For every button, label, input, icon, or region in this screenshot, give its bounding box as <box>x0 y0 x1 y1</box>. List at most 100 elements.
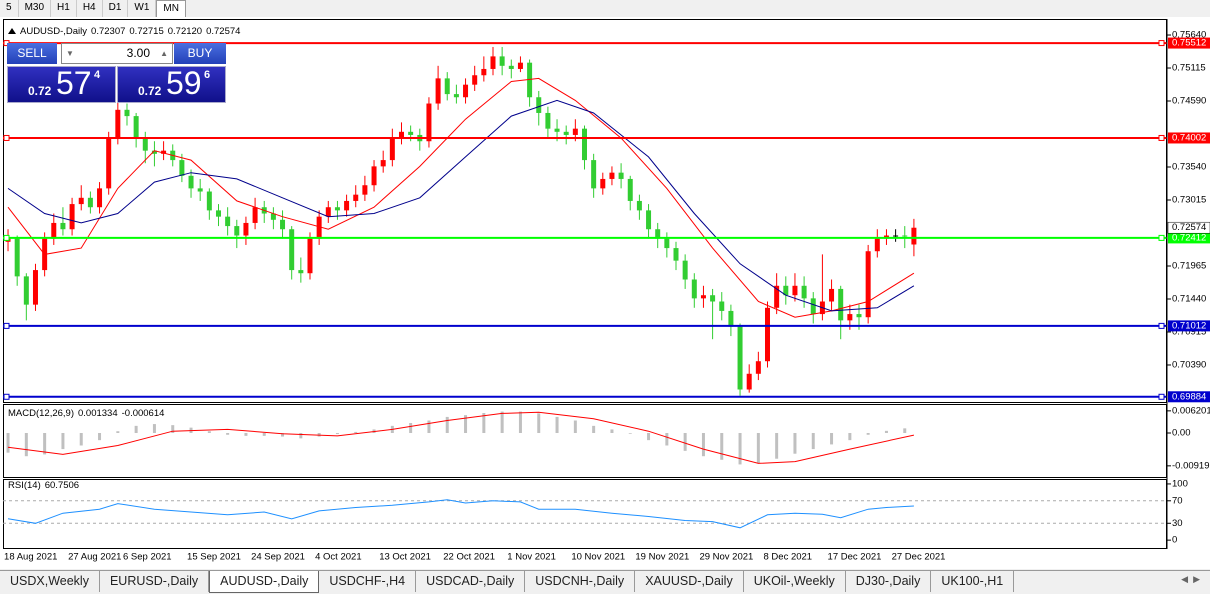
buy-button[interactable]: BUY <box>174 43 226 64</box>
chart-tabs: USDX,Weekly EURUSD-,Daily AUDUSD-,Daily USD… <box>0 570 1210 594</box>
macd-bar <box>445 416 449 433</box>
macd-bar <box>775 433 779 459</box>
chart-tab[interactable]: USDCAD-,Daily <box>416 571 526 592</box>
candle-body <box>188 175 194 189</box>
candle-body <box>97 188 103 208</box>
candle-body <box>646 210 652 230</box>
low-label: 0.72120 <box>168 26 202 37</box>
sell-button[interactable]: SELL <box>7 43 57 64</box>
candle-body <box>774 285 780 308</box>
chart-window: AUDUSD-,Daily 0.72307 0.72715 0.72120 0.7257… <box>0 17 1210 569</box>
bid-price[interactable]: 0.72 57 4 <box>7 65 116 103</box>
chart-tab[interactable]: UKOil-,Weekly <box>744 571 846 592</box>
candle-body <box>664 238 670 249</box>
timeframe-button[interactable]: H4 <box>77 0 103 17</box>
lots-field[interactable]: ▼ 3.00 ▲ <box>61 43 173 64</box>
high-label: 0.72715 <box>129 26 163 37</box>
macd-bar <box>500 411 504 433</box>
current-price: 0.72574 <box>1172 222 1206 233</box>
x-tick-label: 27 Aug 2021 <box>68 552 121 563</box>
lots-down[interactable]: ▼ <box>66 49 74 58</box>
x-tick-label: 24 Sep 2021 <box>251 552 305 563</box>
chart-tab[interactable]: XAUUSD-,Daily <box>635 571 744 592</box>
macd-bar <box>24 433 28 457</box>
candle-body <box>810 298 816 315</box>
timeframe-button[interactable]: 5 <box>0 0 19 17</box>
ask-big: 59 <box>166 65 202 101</box>
y-tick-label: 0.70915 <box>1172 327 1206 338</box>
level-handle <box>3 393 10 400</box>
lots-up[interactable]: ▲ <box>160 49 168 58</box>
candle-body <box>527 62 533 98</box>
candle-body <box>783 285 789 296</box>
chart-tab[interactable]: AUDUSD-,Daily <box>209 571 320 593</box>
candle-body <box>344 200 350 211</box>
candle-body <box>728 310 734 327</box>
x-tick-label: 17 Dec 2021 <box>828 552 882 563</box>
bid-prefix: 0.72 <box>28 84 52 98</box>
macd-bar <box>262 433 266 436</box>
chart-tab[interactable]: EURUSD-,Daily <box>100 571 210 592</box>
candle-body <box>792 285 798 296</box>
candle-body <box>847 314 853 321</box>
timeframe-button[interactable]: D1 <box>103 0 129 17</box>
candle-body <box>700 295 706 299</box>
y-tick-label: 0.73015 <box>1172 195 1206 206</box>
candle-body <box>14 238 20 277</box>
candle-body <box>435 78 441 104</box>
candle-body <box>636 200 642 211</box>
chart-tab[interactable]: USDCHF-,H4 <box>319 571 417 592</box>
macd-bar <box>335 433 339 435</box>
y-tick-label: 100 <box>1172 478 1188 489</box>
level-label-bg <box>1168 391 1210 403</box>
macd-bar <box>683 433 687 451</box>
chart-tab[interactable]: USDCNH-,Daily <box>525 571 636 592</box>
candle-body <box>252 207 258 223</box>
x-tick-label: 15 Sep 2021 <box>187 552 241 563</box>
y-tick-label: -0.009197 <box>1172 460 1210 471</box>
y-tick-label: 70 <box>1172 495 1183 506</box>
y-tick-label: 0.75115 <box>1172 63 1206 74</box>
candle-body <box>463 84 469 98</box>
candle-body <box>801 285 807 299</box>
chart-tab[interactable]: DJ30-,Daily <box>846 571 932 592</box>
ask-prefix: 0.72 <box>138 84 162 98</box>
macd-bar <box>6 433 10 453</box>
macd-bar <box>226 433 230 435</box>
macd-bar <box>171 425 175 433</box>
y-tick-label: 0.71440 <box>1172 294 1206 305</box>
x-tick-label: 8 Dec 2021 <box>764 552 813 563</box>
price-label-bg <box>1167 221 1210 234</box>
x-tick-label: 1 Nov 2021 <box>507 552 556 563</box>
macd-bar <box>299 433 303 439</box>
open-label: 0.72307 <box>91 26 125 37</box>
timeframe-button[interactable]: H1 <box>51 0 77 17</box>
candle-body <box>206 191 212 211</box>
level-handle <box>1158 134 1165 141</box>
macd-bar <box>482 413 486 433</box>
macd-bar <box>756 433 760 464</box>
collapse-icon[interactable] <box>8 28 16 34</box>
x-tick-label: 29 Nov 2021 <box>699 552 753 563</box>
timeframe-button[interactable]: W1 <box>128 0 157 17</box>
y-tick-label: 0.006201 <box>1172 405 1210 416</box>
ask-price[interactable]: 0.72 59 6 <box>117 65 226 103</box>
candle-body <box>874 238 880 252</box>
candle-body <box>60 222 66 230</box>
macd-bar <box>537 413 541 433</box>
chart-tab[interactable]: UK100-,H1 <box>931 571 1015 592</box>
tab-scroll[interactable]: ◀ ▶ <box>1181 574 1200 584</box>
candle-body <box>225 216 231 227</box>
macd-bar <box>665 433 669 446</box>
timeframe-button[interactable]: MN <box>156 0 186 18</box>
candle-body <box>197 188 203 192</box>
macd-bar <box>281 433 285 437</box>
candle-body <box>755 361 761 374</box>
candle-body <box>289 229 295 271</box>
x-tick-label: 18 Aug 2021 <box>4 552 57 563</box>
chart-tab[interactable]: USDX,Weekly <box>0 571 100 592</box>
level-label-bg <box>1168 232 1210 244</box>
timeframe-button[interactable]: M30 <box>19 0 52 17</box>
candle-body <box>444 78 450 95</box>
macd-bar <box>555 416 559 433</box>
